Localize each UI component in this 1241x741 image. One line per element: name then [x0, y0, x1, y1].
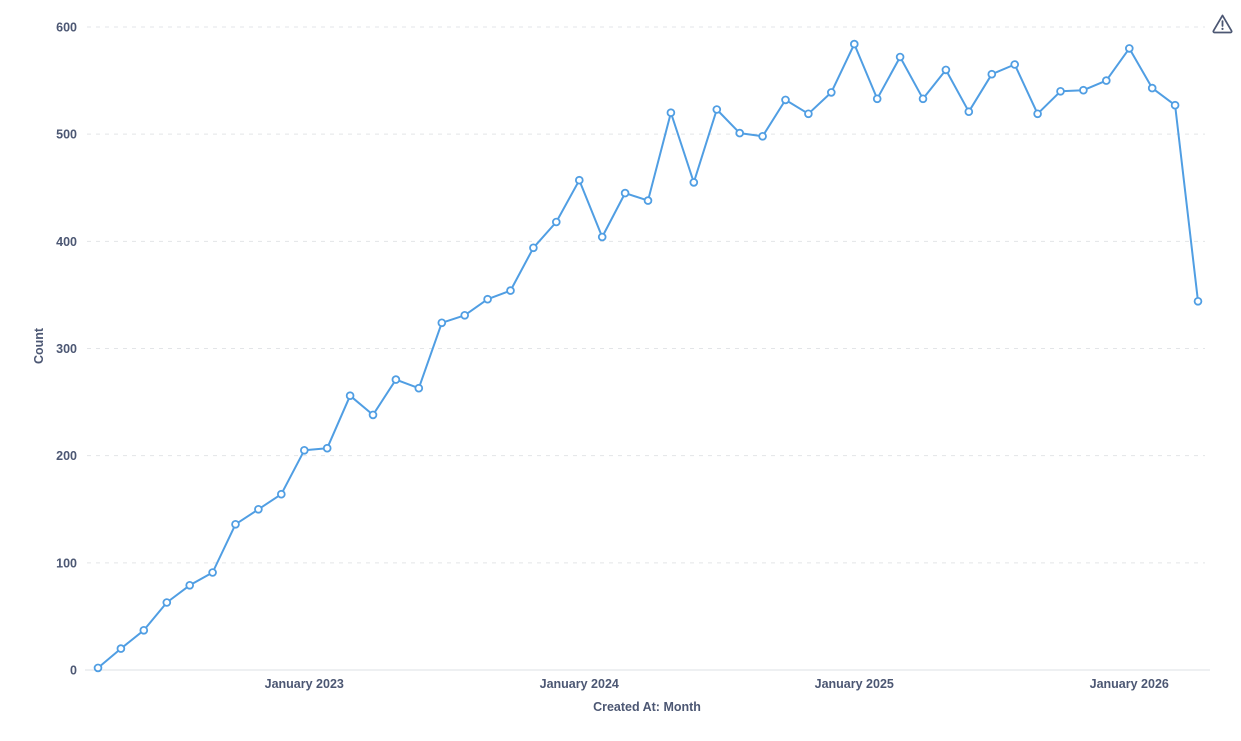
- data-point[interactable]: [368, 410, 378, 420]
- y-axis-title: Count: [32, 327, 46, 365]
- data-point[interactable]: [506, 286, 515, 295]
- data-point[interactable]: [849, 39, 859, 49]
- data-point[interactable]: [895, 52, 905, 62]
- x-tick-label: January 2023: [265, 677, 344, 691]
- data-point[interactable]: [139, 625, 149, 635]
- data-point[interactable]: [276, 489, 286, 499]
- data-point[interactable]: [345, 391, 355, 401]
- data-point[interactable]: [93, 663, 103, 673]
- data-point[interactable]: [964, 107, 974, 116]
- series-line[interactable]: [97, 43, 1199, 669]
- data-point[interactable]: [918, 94, 928, 104]
- data-point[interactable]: [116, 644, 126, 653]
- data-point[interactable]: [1056, 87, 1065, 96]
- y-tick-label: 300: [56, 342, 77, 356]
- warning-icon[interactable]: [1209, 10, 1235, 36]
- data-point[interactable]: [735, 128, 744, 138]
- data-point[interactable]: [162, 598, 172, 607]
- data-point[interactable]: [254, 504, 263, 514]
- y-tick-label: 400: [56, 235, 77, 249]
- data-point[interactable]: [781, 95, 790, 105]
- y-tick-label: 200: [56, 449, 77, 463]
- data-point[interactable]: [574, 175, 584, 185]
- data-point[interactable]: [597, 232, 607, 242]
- data-point[interactable]: [483, 294, 492, 304]
- data-point[interactable]: [1010, 60, 1019, 69]
- data-point[interactable]: [460, 310, 470, 320]
- y-tick-label: 600: [56, 21, 77, 35]
- data-point[interactable]: [551, 217, 561, 227]
- data-point[interactable]: [1079, 85, 1088, 95]
- data-point[interactable]: [758, 132, 767, 141]
- data-point[interactable]: [804, 109, 813, 119]
- y-tick-label: 0: [70, 664, 77, 678]
- data-point[interactable]: [529, 243, 538, 253]
- data-point[interactable]: [872, 94, 882, 104]
- data-point[interactable]: [1193, 296, 1203, 306]
- data-point[interactable]: [1033, 109, 1042, 119]
- data-point[interactable]: [643, 196, 653, 205]
- data-point[interactable]: [391, 375, 401, 384]
- alert-triangle-icon: [1212, 14, 1232, 33]
- x-tick-label: January 2026: [1090, 677, 1169, 691]
- data-point[interactable]: [620, 188, 630, 198]
- data-point[interactable]: [208, 568, 217, 577]
- y-tick-label: 100: [56, 556, 77, 570]
- data-point[interactable]: [414, 383, 424, 393]
- data-point[interactable]: [322, 443, 332, 453]
- data-point[interactable]: [1102, 76, 1111, 85]
- data-point[interactable]: [941, 65, 951, 75]
- data-point[interactable]: [826, 88, 836, 97]
- data-point[interactable]: [231, 519, 240, 529]
- data-point[interactable]: [185, 580, 195, 590]
- data-point[interactable]: [987, 69, 997, 79]
- data-point[interactable]: [689, 178, 699, 187]
- x-tick-label: January 2024: [540, 677, 619, 691]
- y-tick-label: 500: [56, 128, 77, 142]
- x-axis-title: Created At: Month: [593, 700, 701, 714]
- data-point[interactable]: [299, 445, 309, 455]
- data-point[interactable]: [1170, 100, 1180, 110]
- data-point[interactable]: [666, 108, 676, 117]
- data-point[interactable]: [1147, 83, 1157, 93]
- data-point[interactable]: [437, 318, 447, 328]
- data-point[interactable]: [1125, 44, 1134, 53]
- x-tick-label: January 2025: [815, 677, 894, 691]
- data-point[interactable]: [712, 105, 722, 114]
